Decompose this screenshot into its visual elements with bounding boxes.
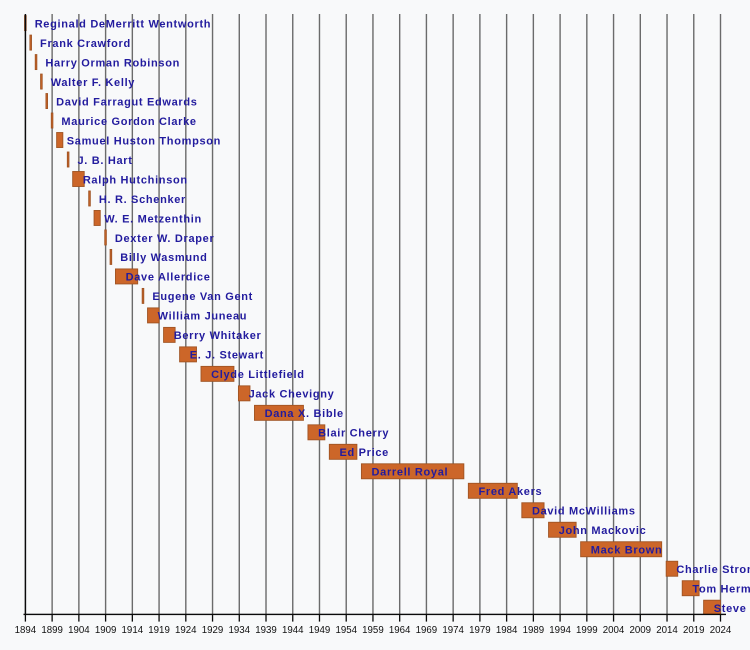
svg-text:Charlie Strong: Charlie Strong <box>676 564 750 576</box>
svg-text:Blair Cherry: Blair Cherry <box>318 428 389 440</box>
svg-text:1974: 1974 <box>442 625 464 636</box>
svg-text:Samuel Huston Thompson: Samuel Huston Thompson <box>67 135 221 147</box>
svg-text:2009: 2009 <box>630 625 652 636</box>
svg-text:1999: 1999 <box>576 625 598 636</box>
svg-text:Berry Whitaker: Berry Whitaker <box>174 330 262 342</box>
svg-text:1914: 1914 <box>122 625 144 636</box>
svg-text:Walter F. Kelly: Walter F. Kelly <box>51 77 136 89</box>
svg-text:1924: 1924 <box>175 625 197 636</box>
svg-text:Dexter W. Draper: Dexter W. Draper <box>115 233 215 245</box>
svg-text:1959: 1959 <box>362 625 384 636</box>
svg-text:John Mackovic: John Mackovic <box>559 525 647 537</box>
svg-text:Clyde Littlefield: Clyde Littlefield <box>211 369 304 381</box>
svg-text:J. B. Hart: J. B. Hart <box>77 155 132 167</box>
svg-text:Eugene Van Gent: Eugene Van Gent <box>152 291 253 303</box>
svg-text:1954: 1954 <box>335 625 357 636</box>
svg-text:1969: 1969 <box>416 625 438 636</box>
svg-text:Dana X. Bible: Dana X. Bible <box>265 408 344 420</box>
svg-text:1939: 1939 <box>255 625 277 636</box>
svg-text:1919: 1919 <box>148 625 170 636</box>
svg-text:David Farragut Edwards: David Farragut Edwards <box>56 96 198 108</box>
svg-text:1964: 1964 <box>389 625 411 636</box>
svg-text:1984: 1984 <box>496 625 518 636</box>
svg-text:1979: 1979 <box>469 625 491 636</box>
svg-text:2014: 2014 <box>656 625 678 636</box>
svg-text:W. E. Metzenthin: W. E. Metzenthin <box>104 213 202 225</box>
svg-text:1909: 1909 <box>95 625 117 636</box>
svg-text:Ed Price: Ed Price <box>339 447 388 459</box>
svg-text:William Juneau: William Juneau <box>158 311 248 323</box>
svg-text:Harry Orman Robinson: Harry Orman Robinson <box>45 57 180 69</box>
svg-text:Frank Crawford: Frank Crawford <box>40 38 131 50</box>
svg-text:Ralph Hutchinson: Ralph Hutchinson <box>83 174 188 186</box>
svg-text:2024: 2024 <box>710 625 732 636</box>
svg-text:1904: 1904 <box>68 625 90 636</box>
svg-text:1934: 1934 <box>228 625 250 636</box>
svg-text:David McWilliams: David McWilliams <box>532 506 636 518</box>
svg-text:1949: 1949 <box>309 625 331 636</box>
svg-text:Dave Allerdice: Dave Allerdice <box>126 272 211 284</box>
svg-text:2004: 2004 <box>603 625 625 636</box>
svg-text:1944: 1944 <box>282 625 304 636</box>
svg-text:Reginald DeMerritt Wentworth: Reginald DeMerritt Wentworth <box>35 18 212 30</box>
svg-text:Fred Akers: Fred Akers <box>478 486 542 498</box>
svg-text:Jack Chevigny: Jack Chevigny <box>249 389 335 401</box>
svg-text:1989: 1989 <box>523 625 545 636</box>
svg-text:1899: 1899 <box>41 625 63 636</box>
svg-text:Billy Wasmund: Billy Wasmund <box>120 252 207 264</box>
svg-text:1929: 1929 <box>202 625 224 636</box>
svg-text:1994: 1994 <box>549 625 571 636</box>
svg-text:E. J. Stewart: E. J. Stewart <box>190 350 264 362</box>
svg-text:Mack Brown: Mack Brown <box>591 545 663 557</box>
svg-text:1894: 1894 <box>15 625 37 636</box>
svg-text:Tom Herman: Tom Herman <box>692 584 750 596</box>
svg-text:Maurice Gordon Clarke: Maurice Gordon Clarke <box>61 116 196 128</box>
svg-text:2019: 2019 <box>683 625 705 636</box>
svg-text:Darrell Royal: Darrell Royal <box>372 467 449 479</box>
svg-text:Steve Sarkisian: Steve Sarkisian <box>714 603 750 615</box>
svg-text:H. R. Schenker: H. R. Schenker <box>99 194 186 206</box>
